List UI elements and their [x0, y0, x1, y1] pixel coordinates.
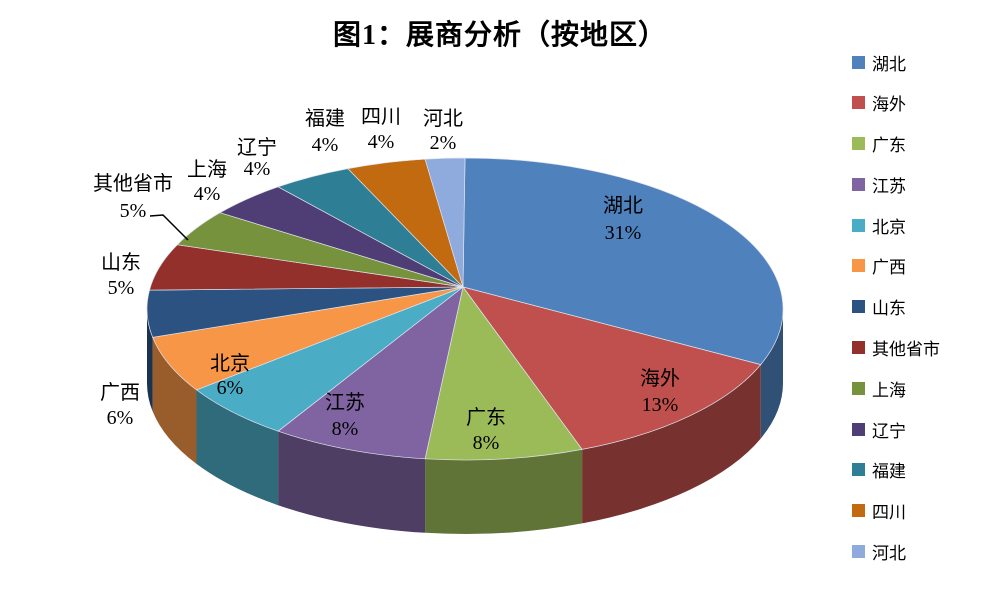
- pie-slice-side: [196, 389, 279, 506]
- pie-slice: [462, 157, 784, 365]
- legend-swatch: [852, 341, 865, 355]
- legend-item: 山东: [852, 297, 940, 319]
- pie-slice-side: [152, 337, 197, 464]
- legend-label: 江苏: [872, 176, 906, 196]
- legend-label: 河北: [872, 544, 906, 564]
- legend-item: 四川: [852, 501, 940, 523]
- legend-swatch: [852, 381, 865, 395]
- pie-slice-side: [760, 309, 783, 439]
- legend-label: 海外: [872, 95, 906, 115]
- pie-slice: [277, 286, 464, 460]
- slice-label: 辽宁 4%: [237, 136, 277, 180]
- legend-swatch: [852, 55, 865, 69]
- pie-slice: [152, 286, 464, 391]
- legend-swatch: [852, 96, 865, 110]
- legend-item: 北京: [852, 215, 940, 237]
- slice-label: 河北 2%: [423, 107, 463, 154]
- slice-label: 江苏 8%: [325, 391, 365, 440]
- pie-labels: 湖北 31% 海外 13% 广东 8% 江苏 8% 北京 6% 广西 6% 山东 5% 其他省市 5% 上海 4%…: [93, 106, 680, 454]
- legend-label: 广西: [872, 258, 906, 278]
- slice-label: 四川 4%: [361, 106, 401, 153]
- legend-label: 山东: [872, 299, 906, 319]
- legend-swatch: [852, 504, 865, 518]
- pie-slice: [424, 157, 466, 288]
- leader-line: [149, 214, 189, 241]
- legend-label: 湖北: [872, 54, 906, 74]
- pie-slice-side: [425, 449, 583, 534]
- slice-label: 山东 5%: [101, 251, 141, 299]
- chart-legend: 湖北海外广东江苏北京广西山东其他省市上海辽宁福建四川河北: [852, 52, 940, 582]
- legend-item: 上海: [852, 378, 940, 400]
- legend-swatch: [852, 545, 865, 559]
- legend-item: 福建: [852, 460, 940, 482]
- pie-slice: [462, 286, 762, 450]
- legend-swatch: [852, 177, 865, 191]
- legend-swatch: [852, 259, 865, 273]
- slice-label: 海外 13%: [640, 367, 680, 416]
- legend-item: 辽宁: [852, 419, 940, 441]
- legend-swatch: [852, 218, 865, 232]
- legend-swatch: [852, 463, 865, 477]
- legend-label: 上海: [872, 380, 906, 400]
- legend-label: 广东: [872, 136, 906, 156]
- legend-item: 海外: [852, 93, 940, 115]
- legend-label: 辽宁: [872, 421, 906, 441]
- pie-slice: [424, 286, 583, 461]
- slice-label: 上海 4%: [187, 158, 227, 205]
- legend-item: 江苏: [852, 174, 940, 196]
- legend-item: 广东: [852, 134, 940, 156]
- legend-swatch: [852, 137, 865, 151]
- slice-label: 广西 6%: [100, 381, 140, 429]
- legend-item: 河北: [852, 542, 940, 564]
- legend-label: 福建: [872, 462, 906, 482]
- chart-title: 图1：展商分析（按地区）: [332, 20, 667, 51]
- legend-swatch: [852, 300, 865, 314]
- slice-label: 其他省市 5%: [93, 172, 173, 222]
- legend-label: 四川: [872, 503, 906, 523]
- pie-slice: [195, 286, 464, 432]
- pie-top-surface: [146, 157, 784, 461]
- legend-item: 广西: [852, 256, 940, 278]
- legend-label: 北京: [872, 217, 906, 237]
- pie-slice-side: [582, 364, 761, 524]
- legend-label: 其他省市: [872, 340, 940, 360]
- pie-slice-side: [278, 431, 426, 533]
- legend-item: 其他省市: [852, 338, 940, 360]
- slice-label: 北京 6%: [210, 352, 250, 399]
- legend-swatch: [852, 422, 865, 436]
- slice-label: 福建 4%: [305, 107, 345, 156]
- slice-label: 广东 8%: [466, 406, 506, 454]
- legend-item: 湖北: [852, 52, 940, 74]
- pie-depth-walls: [146, 309, 783, 534]
- slice-label: 湖北 31%: [603, 194, 643, 244]
